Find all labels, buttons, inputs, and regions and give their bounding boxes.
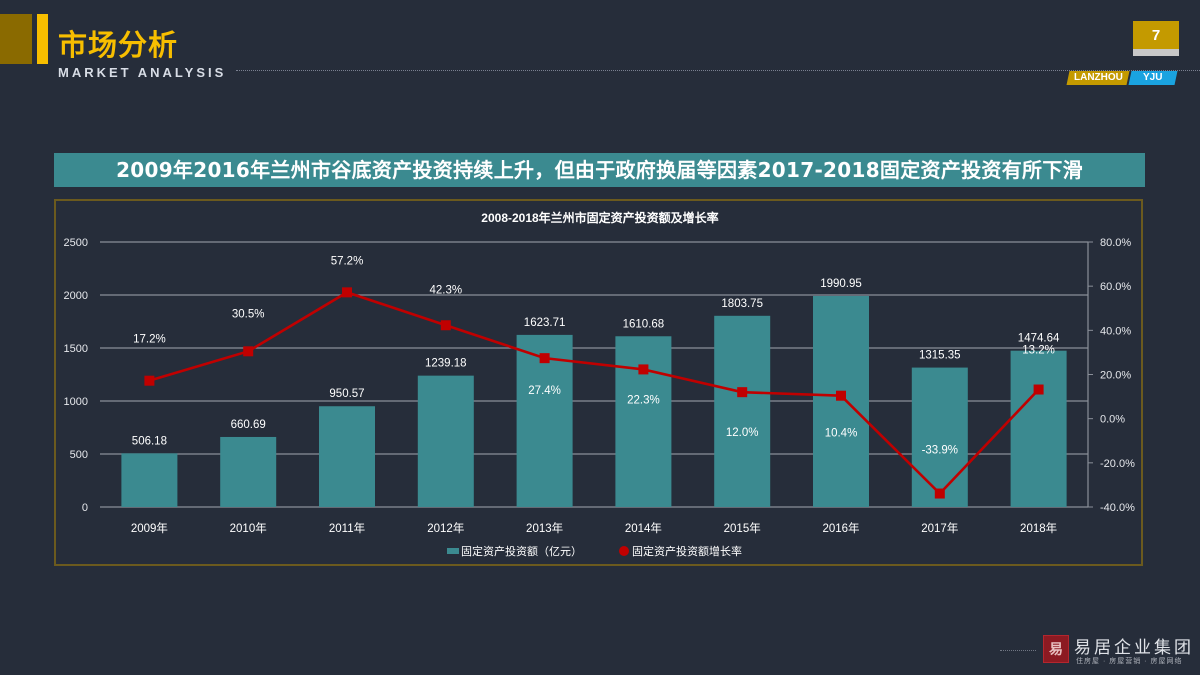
x-axis-tick: 2016年 bbox=[822, 521, 859, 535]
bar-value-label: 1990.95 bbox=[820, 278, 862, 290]
x-axis-tick: 2009年 bbox=[131, 521, 168, 535]
bar-value-label: 660.69 bbox=[231, 419, 266, 431]
y-axis-tick-left: 500 bbox=[70, 449, 88, 461]
y-axis-tick-right: 60.0% bbox=[1100, 281, 1131, 293]
bar[interactable] bbox=[615, 336, 672, 507]
bar-value-label: 506.18 bbox=[132, 435, 167, 447]
page-title: 市场分析 bbox=[58, 28, 179, 62]
y-axis-tick-left: 1000 bbox=[64, 396, 88, 408]
bar[interactable] bbox=[813, 295, 869, 507]
bar-value-label: 1474.64 bbox=[1018, 333, 1060, 345]
x-axis-tick: 2010年 bbox=[230, 521, 267, 535]
bar[interactable] bbox=[714, 315, 771, 507]
growth-marker[interactable] bbox=[342, 287, 352, 298]
x-axis-tick: 2013年 bbox=[526, 521, 563, 535]
y-axis-tick-right: 80.0% bbox=[1100, 237, 1131, 249]
x-axis-tick: 2012年 bbox=[427, 521, 464, 535]
line-value-label: 12.0% bbox=[726, 427, 759, 439]
y-axis-tick-right: -20.0% bbox=[1100, 458, 1135, 470]
page-number-underline bbox=[1133, 49, 1179, 56]
y-axis-tick-left: 2000 bbox=[64, 290, 88, 302]
legend-line-label: 固定资产投资额增长率 bbox=[632, 544, 742, 558]
bar-value-label: 1623.71 bbox=[524, 317, 566, 329]
y-axis-tick-left: 2500 bbox=[64, 237, 88, 249]
company-seal-logo: 易 bbox=[1043, 635, 1069, 663]
legend-line-swatch bbox=[619, 546, 629, 556]
bar[interactable] bbox=[319, 406, 375, 507]
headline-banner: 2009年2016年兰州市谷底资产投资持续上升，但由于政府换届等因素2017-2… bbox=[54, 153, 1145, 187]
line-value-label: -33.9% bbox=[922, 445, 958, 457]
header-accent-block bbox=[0, 14, 32, 64]
bar[interactable] bbox=[417, 375, 474, 507]
x-axis-tick: 2018年 bbox=[1020, 521, 1057, 535]
y-axis-tick-left: 0 bbox=[82, 502, 88, 514]
line-value-label: 27.4% bbox=[528, 385, 561, 397]
x-axis-tick: 2017年 bbox=[921, 521, 958, 535]
y-axis-tick-right: 20.0% bbox=[1100, 370, 1131, 382]
header-accent-bar bbox=[37, 14, 48, 64]
line-value-label: 10.4% bbox=[825, 428, 858, 440]
growth-marker[interactable] bbox=[243, 346, 254, 357]
growth-marker[interactable] bbox=[539, 353, 550, 364]
bar-value-label: 1239.18 bbox=[425, 358, 467, 370]
growth-marker[interactable] bbox=[737, 387, 748, 398]
growth-marker[interactable] bbox=[1033, 384, 1044, 395]
growth-marker[interactable] bbox=[836, 390, 846, 401]
bar-value-label: 1610.68 bbox=[623, 318, 665, 330]
growth-marker[interactable] bbox=[638, 364, 649, 375]
bar-value-label: 950.57 bbox=[329, 388, 364, 400]
growth-marker[interactable] bbox=[440, 320, 451, 331]
line-value-label: 13.2% bbox=[1022, 345, 1055, 357]
legend-bar-label: 固定资产投资额（亿元） bbox=[461, 544, 582, 558]
chart-title: 2008-2018年兰州市固定资产投资额及增长率 bbox=[481, 210, 718, 225]
y-axis-tick-right: -40.0% bbox=[1100, 502, 1135, 514]
y-axis-tick-right: 0.0% bbox=[1100, 414, 1125, 426]
header-divider bbox=[236, 70, 1200, 71]
x-axis-tick: 2014年 bbox=[625, 521, 662, 535]
x-axis-tick: 2015年 bbox=[724, 521, 761, 535]
line-value-label: 22.3% bbox=[627, 394, 660, 406]
growth-marker[interactable] bbox=[934, 488, 945, 499]
company-tagline: 住房屋 · 房屋营销 · 房屋网络 bbox=[1076, 658, 1183, 665]
line-value-label: 57.2% bbox=[331, 255, 364, 267]
footer-divider bbox=[1000, 650, 1036, 651]
bar-value-label: 1315.35 bbox=[919, 350, 961, 362]
bar-value-label: 1803.75 bbox=[721, 298, 763, 310]
bar[interactable] bbox=[911, 367, 968, 507]
y-axis-tick-left: 1500 bbox=[64, 343, 88, 355]
bar[interactable] bbox=[516, 334, 573, 507]
x-axis-tick: 2011年 bbox=[329, 521, 365, 535]
bar[interactable] bbox=[121, 453, 178, 507]
growth-marker[interactable] bbox=[144, 375, 155, 386]
growth-line bbox=[149, 290, 1040, 496]
bar[interactable] bbox=[1010, 350, 1067, 507]
page-subtitle: MARKET ANALYSIS bbox=[58, 65, 227, 80]
y-axis-tick-right: 40.0% bbox=[1100, 325, 1131, 337]
page-number: 7 bbox=[1133, 21, 1179, 49]
bar[interactable] bbox=[220, 436, 277, 507]
legend-bar-swatch bbox=[447, 548, 459, 554]
chart-frame bbox=[54, 199, 1143, 566]
line-value-label: 42.3% bbox=[429, 284, 462, 296]
line-value-label: 30.5% bbox=[232, 308, 265, 320]
line-value-label: 17.2% bbox=[133, 334, 166, 346]
company-name: 易居企业集团 bbox=[1074, 638, 1194, 658]
